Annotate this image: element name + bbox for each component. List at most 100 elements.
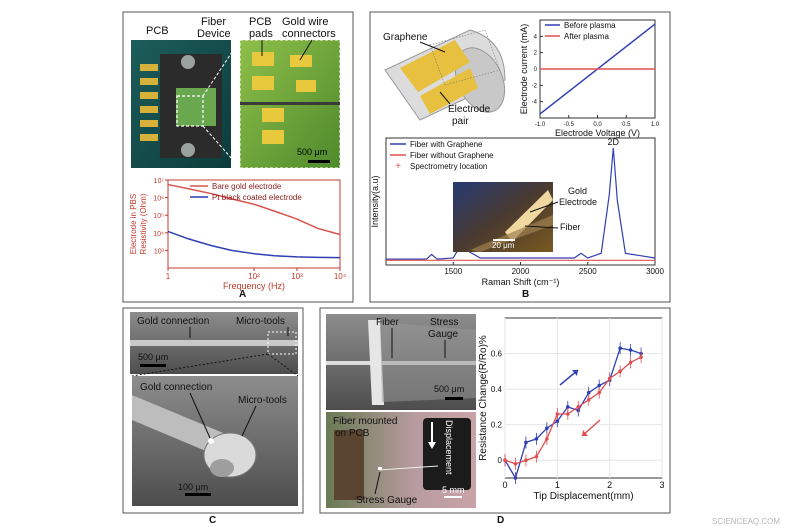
iv-legend-label: Before plasma [564,21,616,30]
scale-bar [308,160,330,163]
d-point [618,346,622,351]
panel-a-letter: A [239,289,246,300]
label-pcb: PCB [146,25,169,37]
d-point [586,390,591,395]
y-axis-label: Electrode in PBS [129,194,138,254]
fiber-illustration [384,29,506,121]
scale-label: 500 μm [297,147,327,157]
device-window [176,88,216,126]
d-point [628,348,633,352]
series-line-0 [167,183,341,236]
d-point [586,397,591,402]
label-electrode: Electrode [448,104,491,115]
raman-x-tick-label: 2500 [579,267,597,276]
d-point [618,369,622,374]
scale-top-label: 500 μm [138,352,168,362]
panel-b-letter: B [522,289,529,300]
iv-x-tick-label: 0.5 [622,122,631,128]
pcb-pads-left [140,64,158,141]
label-mounted-2: on PCB [335,428,370,439]
inset-electrode [505,190,553,242]
label-pcb-pads-2: pads [249,28,273,40]
panel-d: Fiber Stress Gauge 500 μm Displacement F… [319,307,671,526]
screw [181,143,195,157]
iv-x-tick-label: -0.5 [564,122,575,128]
y-tick-label: 10⁵ [153,213,164,220]
label-micro-top: Micro-tools [236,316,285,327]
raman-x-tick-label: 3000 [646,267,664,276]
d-point [628,360,633,365]
d-arrow-down-head [582,430,588,436]
label-stress-gauge: Stress Gauge [356,495,418,506]
iv-y-tick-label: -4 [532,100,538,106]
y-tick-label: 10⁶ [153,196,164,203]
d-y-tick-label: 0.6 [491,350,503,359]
y-axis-label: Resistivity (Ohm) [139,193,148,254]
label-stress-1: Stress [430,317,458,328]
y-tick-label: 10³ [154,248,165,255]
legend-label: Bare gold electrode [212,182,282,191]
label-graphene: Graphene [383,32,428,43]
y-tick-label: 10⁴ [153,231,164,238]
raman-x-axis-label: Raman Shift (cm⁻¹) [482,277,560,287]
y-tick-label: 10⁷ [154,178,165,185]
inset-scale-label: 20 μm [492,241,515,250]
d-point [534,437,539,441]
scale-top-d: 500 μm [434,384,464,394]
iv-legend-label: After plasma [564,32,609,41]
screw [181,55,195,69]
chart-iv: -1.0 -0.5 0.0 0.5 1.0 -4 -2 0 2 4 Electrode Voltag… [519,19,660,138]
d-point [513,461,518,466]
d-point [524,458,528,463]
d-point [576,405,581,409]
legend-label: Pt black coated electrode [212,193,302,202]
iv-y-tick-label: 4 [534,34,538,40]
x-tick-label: 10³ [291,272,303,281]
label-mounted-1: Fiber mounted [333,416,397,427]
d-point [503,458,507,463]
d-x-tick-label: 3 [659,480,664,490]
d-series-1 [504,356,642,465]
d-series-0 [504,347,642,480]
d-y-tick-label: 0 [498,456,503,465]
inset-label-gold: Gold [568,186,587,196]
label-fiber-d: Fiber [376,317,399,328]
x-axis-label: Frequency (Hz) [223,281,285,291]
label-fiber: Fiber [201,16,226,28]
x-tick-label: 1 [166,272,171,281]
d-point [566,405,570,409]
panel-d-letter: D [497,515,504,526]
d-point [597,383,601,388]
d-arrow-up-head [572,370,578,376]
d-x-tick-label: 2 [607,480,612,490]
raman-legend-label: Fiber without Graphene [410,151,494,160]
zoom-pads [252,52,316,144]
scale-bottom-d: 5 mm [442,485,465,495]
d-point [597,390,601,395]
inset-label-fiber: Fiber [560,222,581,232]
x-tick-label: 10⁴ [334,272,347,281]
label-micro-bottom: Micro-tools [238,395,287,406]
iv-x-axis-label: Electrode Voltage (V) [555,128,640,138]
label-gold-wire-2: connectors [282,28,336,40]
watermark: SCIENCEAQ.COM [712,517,780,526]
label-electrode-pair: pair [452,116,469,127]
d-point [607,376,612,381]
label-gold-top: Gold connection [137,316,209,327]
panel-c: Gold connection Micro-tools 500 μm Gold … [122,307,304,526]
raman-series-0 [386,147,656,260]
x-tick-label: 10² [248,272,260,281]
label-gold-wire-1: Gold wire [282,16,328,28]
d-point [545,437,549,441]
inset-label-electrode: Electrode [559,197,597,207]
chart-d-frame [504,317,663,479]
inset-fiber [470,215,553,252]
panel-a: 500 μm PCB Fiber Device PCB pads Gold wi… [122,11,354,303]
d-point [534,454,539,459]
label-gold-bottom: Gold connection [140,382,212,393]
d-point [524,440,528,445]
iv-y-tick-label: -2 [532,83,538,89]
panel-c-letter: C [209,515,216,526]
label-displacement: Displacement [444,420,454,475]
